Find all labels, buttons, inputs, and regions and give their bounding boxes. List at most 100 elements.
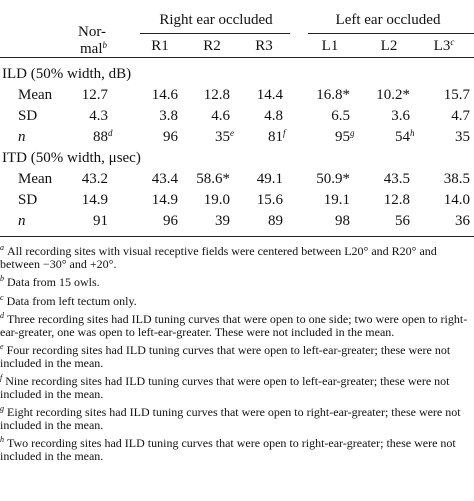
footnote-mark: f [0, 373, 3, 382]
cell: 6.5 [290, 108, 350, 124]
cell-value: 14.6 [151, 87, 178, 103]
footnote: a All recording sites with visual recepti… [0, 242, 474, 270]
cell: 14.0 [410, 192, 470, 208]
cell-value: 14.4 [256, 87, 283, 103]
cell: 4.6 [170, 108, 230, 124]
footnote-text: All recording sites with visual receptiv… [0, 244, 437, 271]
cell: 43.4 [118, 171, 178, 187]
footnote-text: Three recording sites had ILD tuning cur… [0, 312, 468, 339]
cell: 39 [170, 213, 230, 229]
cell-value: 43.2 [81, 171, 108, 187]
cell: 12.8 [350, 192, 410, 208]
column-label: R1 [151, 38, 169, 54]
cell-value: 50.9* [316, 171, 350, 187]
cell-value: 14.9 [81, 192, 108, 208]
footnote-text: Two recording sites had ILD tuning curve… [0, 436, 456, 463]
column-header: R2 [172, 38, 252, 54]
footnote-mark: h [0, 435, 4, 444]
cell-value: 35 e [215, 128, 234, 145]
cell-value: 89 [268, 213, 283, 229]
cell: 95 g [290, 128, 355, 145]
cell-value: 10.2* [376, 87, 410, 103]
cell: 12.7 [48, 87, 108, 103]
footnote: c Data from left tectum only. [0, 292, 474, 308]
cell-value: 96 [163, 213, 178, 229]
footnote-mark: b [0, 274, 4, 283]
footnote-mark: h [410, 128, 415, 138]
column-label: R2 [203, 38, 221, 54]
footnote: d Three recording sites had ILD tuning cu… [0, 310, 474, 338]
cell: 88 d [48, 128, 113, 145]
cell-value: 15.7 [443, 87, 470, 103]
cell: 19.1 [290, 192, 350, 208]
cell-value: 4.7 [451, 108, 470, 124]
footnotes: a All recording sites with visual recepti… [0, 242, 474, 465]
footnote-mark: g [0, 404, 4, 413]
cell: 81 f [223, 128, 286, 145]
row-label: n [18, 213, 26, 229]
footnote-mark: e [0, 342, 4, 351]
footnote-mark: g [350, 128, 355, 138]
header-rule [0, 57, 474, 58]
cell-value: 49.1 [256, 171, 283, 187]
footnote: h Two recording sites had ILD tuning curv… [0, 434, 474, 462]
cell: 19.0 [170, 192, 230, 208]
cell: 43.5 [350, 171, 410, 187]
cell: 10.2* [350, 87, 410, 103]
column-header: R1 [120, 38, 200, 54]
cell-value: 95 g [335, 128, 355, 145]
cell: 38.5 [410, 171, 470, 187]
group-rule [140, 33, 290, 34]
section-title: ILD (50% width, dB) [2, 66, 132, 82]
cell-value: 12.7 [81, 87, 108, 103]
cell: 15.7 [410, 87, 470, 103]
cell: 96 [118, 129, 178, 145]
cell-value: 6.5 [331, 108, 350, 124]
cell-value: 19.1 [323, 192, 350, 208]
footnote-mark: b [102, 40, 108, 50]
footnote-mark: d [0, 311, 4, 320]
cell-value: 3.6 [391, 108, 410, 124]
cell: 98 [290, 213, 350, 229]
group-rule [308, 33, 474, 34]
header-normal: mal b [80, 40, 107, 57]
cell-value: 36 [455, 213, 470, 229]
cell: 14.4 [223, 87, 283, 103]
row-label: SD [18, 192, 38, 208]
row-label: Mean [18, 87, 53, 103]
footnote: e Four recording sites had ILD tuning cur… [0, 341, 474, 369]
footnote-text: Data from left tectum only. [6, 293, 137, 308]
footnote-text: Four recording sites had ILD tuning curv… [0, 343, 451, 370]
row-label: Mean [18, 171, 53, 187]
cell-value: 96 [163, 129, 178, 145]
column-label: R3 [255, 38, 273, 54]
row-label: n [18, 129, 26, 145]
cell: 3.8 [118, 108, 178, 124]
footnote-mark: a [0, 243, 4, 252]
footnote-mark: c [450, 37, 455, 47]
column-label: L1 [321, 38, 339, 54]
cell-value: 14.0 [443, 192, 470, 208]
column-header: R3 [224, 38, 304, 54]
group-header: Left ear occluded [335, 12, 441, 28]
section-title: ITD (50% width, μsec) [2, 150, 141, 166]
cell-value: 56 [395, 213, 410, 229]
cell: 14.9 [118, 192, 178, 208]
cell-value: 38.5 [443, 171, 470, 187]
footnote: f Nine recording sites had ILD tuning cur… [0, 372, 474, 400]
cell: 89 [223, 213, 283, 229]
cell: 14.6 [118, 87, 178, 103]
header-normal: Nor- [78, 24, 107, 40]
cell: 14.9 [48, 192, 108, 208]
cell-value: 4.3 [89, 108, 108, 124]
cell-value: 12.8 [203, 87, 230, 103]
cell: 54 h [350, 128, 415, 145]
cell: 49.1 [223, 171, 283, 187]
footnote-text: Data from 15 owls. [7, 275, 100, 289]
cell-value: 35 [455, 129, 470, 145]
cell: 35 [410, 129, 470, 145]
cell-value: 98 [335, 213, 350, 229]
cell-value: 43.5 [383, 171, 410, 187]
cell-value: 19.0 [203, 192, 230, 208]
